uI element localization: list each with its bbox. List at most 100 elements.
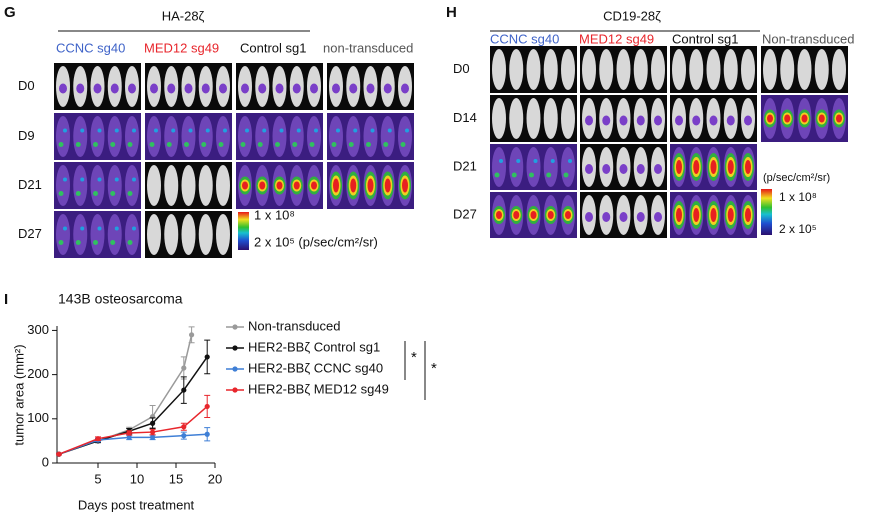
signal — [279, 128, 284, 133]
signal — [184, 83, 193, 94]
signal — [171, 128, 176, 133]
panel-label: H — [446, 4, 457, 21]
scale-unit: (p/sec/cm²/sr) — [763, 172, 830, 184]
signal — [516, 159, 521, 163]
significance-star: * — [411, 349, 417, 366]
signal — [93, 191, 98, 196]
signal — [311, 181, 317, 190]
color-scale — [761, 189, 772, 235]
signal — [676, 208, 682, 222]
mouse — [599, 49, 614, 90]
mouse — [272, 116, 287, 157]
signal — [370, 128, 375, 133]
signal — [63, 128, 67, 133]
signal — [400, 142, 406, 147]
data-point — [126, 434, 132, 440]
data-point — [181, 424, 187, 430]
signal — [602, 115, 611, 126]
signal — [585, 164, 593, 174]
signal — [75, 240, 81, 245]
signal — [366, 142, 371, 147]
scale-max: 1 x 10⁸ — [779, 190, 817, 204]
mouse — [363, 116, 378, 157]
signal — [676, 160, 682, 174]
panel-label: I — [4, 291, 8, 308]
mouse — [651, 49, 665, 90]
legend-label: HER2-BBζ CCNC sg40 — [248, 360, 383, 375]
mouse — [73, 214, 88, 255]
signal — [240, 142, 246, 147]
row-label: D27 — [453, 206, 477, 221]
mouse — [289, 116, 304, 157]
signal — [58, 191, 64, 196]
signal — [166, 142, 172, 147]
data-point — [95, 436, 101, 442]
signal — [132, 226, 136, 231]
significance-star: * — [431, 360, 437, 377]
signal — [76, 83, 85, 94]
mouse — [56, 165, 70, 206]
signal — [511, 172, 517, 178]
signal — [275, 83, 284, 94]
signal — [242, 181, 248, 190]
row-label: D21 — [18, 177, 42, 192]
signal — [767, 114, 773, 123]
mouse — [832, 49, 846, 90]
signal — [110, 83, 119, 94]
signal — [836, 114, 842, 123]
data-point — [189, 332, 195, 338]
signal — [585, 212, 593, 222]
mouse — [814, 49, 829, 90]
signal — [568, 159, 572, 163]
mouse — [723, 49, 738, 90]
row-label: D0 — [18, 78, 35, 93]
signal — [201, 83, 210, 94]
signal — [692, 115, 701, 126]
signal — [709, 115, 718, 126]
signal — [114, 177, 119, 182]
y-axis-label: tumor area (mm²) — [11, 344, 26, 445]
mouse — [780, 49, 795, 90]
signal — [745, 160, 751, 174]
group-label: Control sg1 — [672, 31, 738, 46]
mouse — [125, 116, 139, 157]
mouse — [509, 49, 524, 90]
signal — [262, 128, 267, 133]
signal — [710, 160, 717, 174]
row-label: D21 — [453, 158, 477, 173]
mouse — [216, 116, 230, 157]
signal — [693, 160, 700, 174]
series-line — [58, 405, 208, 455]
signal — [332, 83, 340, 94]
mouse — [56, 116, 70, 157]
mouse — [198, 116, 213, 157]
group-label: Non-transduced — [762, 31, 855, 46]
signal — [257, 142, 263, 147]
row-label: D27 — [18, 226, 42, 241]
signal — [745, 208, 751, 222]
mouse — [380, 116, 395, 157]
signal — [149, 142, 155, 147]
signal — [127, 240, 133, 245]
signal — [550, 159, 555, 163]
data-point — [204, 354, 210, 360]
signal — [784, 114, 791, 123]
signal — [93, 142, 98, 147]
x-tick-label: 20 — [208, 471, 222, 486]
group-label: Control sg1 — [240, 40, 306, 55]
signal — [110, 142, 116, 147]
signal — [383, 83, 392, 94]
legend-label: HER2-BBζ MED12 sg49 — [248, 381, 389, 396]
mouse — [181, 116, 196, 157]
signal — [218, 142, 224, 147]
mouse — [543, 98, 558, 139]
signal — [726, 115, 735, 126]
signal — [710, 208, 717, 222]
mouse — [543, 49, 558, 90]
mouse — [492, 49, 506, 90]
signal — [59, 83, 67, 94]
signal — [276, 181, 283, 190]
signal — [405, 128, 409, 133]
signal — [350, 178, 357, 193]
signal — [63, 177, 67, 182]
